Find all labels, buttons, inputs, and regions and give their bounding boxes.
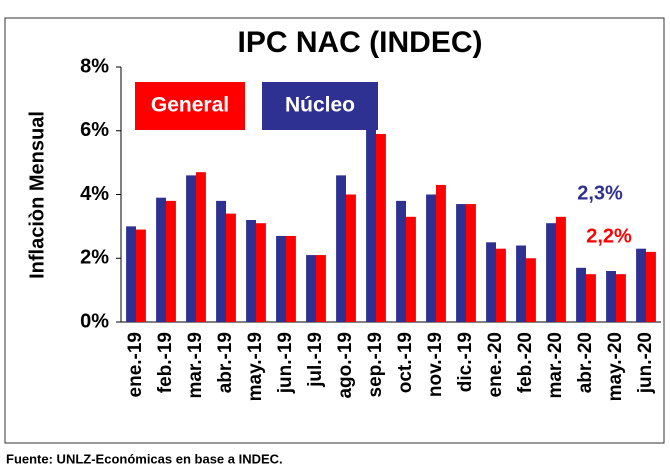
y-tick-label: 2% <box>80 247 109 269</box>
bar <box>346 194 356 322</box>
x-tick-label: sep.-19 <box>365 332 386 397</box>
bar <box>516 245 526 322</box>
bar <box>316 255 326 322</box>
bar <box>586 274 596 322</box>
bar <box>376 133 386 322</box>
bar <box>496 248 506 322</box>
source-note: Fuente: UNLZ-Económicas en base a INDEC. <box>6 451 283 466</box>
bar <box>226 213 236 322</box>
bar <box>186 175 196 322</box>
bar <box>126 226 136 322</box>
bar <box>246 220 256 322</box>
bar <box>286 235 296 322</box>
bar <box>256 223 266 322</box>
x-tick-label: abr.-19 <box>215 332 236 393</box>
bar <box>546 223 556 322</box>
bar <box>306 255 316 322</box>
y-tick-label: 6% <box>80 119 109 141</box>
bar <box>556 216 566 322</box>
x-tick-label: ene.-19 <box>125 332 146 397</box>
x-tick-label: may.-19 <box>245 332 266 401</box>
bar <box>196 172 206 322</box>
y-axis-label: Inflaciòn Mensual <box>26 111 48 279</box>
bar <box>646 251 656 322</box>
bar <box>366 127 376 322</box>
x-tick-label: mar.-19 <box>185 332 206 399</box>
bar <box>216 200 226 322</box>
bar <box>166 200 176 322</box>
bar <box>616 274 626 322</box>
x-tick-label: ene.-20 <box>485 332 506 397</box>
legend-label: General <box>151 94 229 117</box>
annotation: 2,3% <box>577 182 623 204</box>
y-tick-label: 0% <box>80 310 109 332</box>
x-tick-label: jun.-19 <box>275 332 296 394</box>
x-tick-label: mar.-20 <box>545 332 566 399</box>
bar <box>426 194 436 322</box>
x-tick-label: jul.-19 <box>305 332 326 388</box>
chart-border <box>4 17 665 444</box>
x-tick-label: nov.-19 <box>425 332 446 397</box>
bar <box>606 271 616 322</box>
bar <box>276 235 286 322</box>
x-tick-label: ago.-19 <box>335 332 356 399</box>
legend-label: Núcleo <box>285 94 355 117</box>
chart-title: IPC NAC (INDEC) <box>238 26 483 59</box>
x-tick-label: may.-20 <box>605 332 626 401</box>
bar <box>526 258 536 322</box>
bar <box>406 216 416 322</box>
bar <box>336 175 346 322</box>
x-tick-label: feb.-20 <box>515 332 536 393</box>
bar <box>436 184 446 322</box>
legend-swatch <box>135 82 245 130</box>
x-tick-label: dic.-19 <box>455 332 476 392</box>
bar <box>466 204 476 322</box>
y-tick-label: 8% <box>80 55 109 77</box>
bar <box>636 248 646 322</box>
y-tick-label: 4% <box>80 183 109 205</box>
x-tick-label: jun.-20 <box>635 332 656 394</box>
bar <box>486 242 496 322</box>
x-tick-label: feb.-19 <box>155 332 176 393</box>
bar <box>136 229 146 322</box>
bar <box>576 267 586 322</box>
bar <box>156 197 166 322</box>
legend-swatch <box>262 82 378 130</box>
x-tick-label: oct.-19 <box>395 332 416 393</box>
bar <box>456 204 466 322</box>
x-tick-label: abr.-20 <box>575 332 596 393</box>
annotation: 2,2% <box>586 225 632 247</box>
bar <box>396 200 406 322</box>
